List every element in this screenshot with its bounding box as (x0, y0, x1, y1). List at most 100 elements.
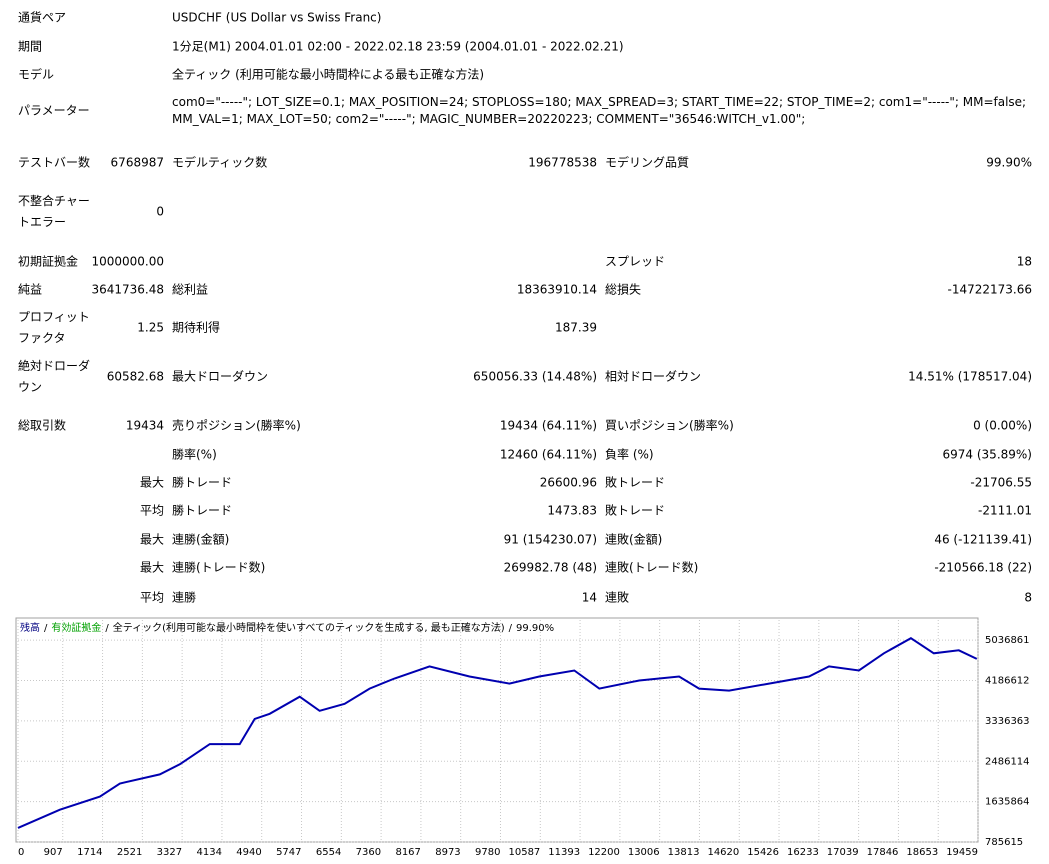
header-part: 残高 (20, 621, 40, 634)
report-value: 0 (156, 204, 164, 219)
report-label: 勝率(%) (172, 447, 217, 462)
report-value: 196778538 (528, 155, 597, 170)
report-label: モデル (18, 67, 55, 82)
report-value: 19434 (64.11%) (499, 418, 597, 433)
report-value: 1000000.00 (91, 254, 164, 269)
report-label: モデリング品質 (605, 155, 690, 170)
report-value: 最大 (139, 532, 164, 547)
x-tick-label: 5747 (276, 847, 301, 858)
report-value: 最大 (139, 560, 164, 575)
y-tick-label: 1635864 (985, 797, 1030, 808)
report-label: 1分足(M1) 2004.01.01 02:00 - 2022.02.18 23… (172, 39, 624, 54)
report-label: 総損失 (605, 282, 642, 297)
report-label: プロフィットファクタ (18, 310, 90, 345)
x-tick-label: 4134 (196, 847, 221, 858)
report-value: 14.51% (178517.04) (908, 369, 1032, 384)
report-label: USDCHF (US Dollar vs Swiss Franc) (172, 10, 382, 25)
report-value: 26600.96 (539, 475, 597, 490)
report-value: 1473.83 (547, 503, 597, 518)
report-value: -210566.18 (22) (934, 560, 1032, 575)
report-value: -2111.01 (978, 503, 1032, 518)
report-label: 連勝 (172, 590, 197, 605)
report-value: 最大 (139, 475, 164, 490)
balance-line (17, 637, 978, 829)
report-value: -14722173.66 (947, 282, 1033, 297)
report-label: 全ティック (利用可能な最小時間枠による最も正確な方法) (172, 67, 485, 82)
report-label: 初期証拠金 (18, 254, 79, 269)
report-label: 売りポジション(勝率%) (172, 418, 301, 433)
report-value: 650056.33 (14.48%) (473, 369, 597, 384)
x-tick-label: 17039 (827, 847, 859, 858)
header-part: 99.90% (516, 623, 554, 634)
header-part: / (509, 623, 513, 634)
report-value: 46 (-121139.41) (934, 532, 1032, 547)
report-label: 買いポジション(勝率%) (605, 418, 734, 433)
report-label: 期待利得 (172, 320, 221, 335)
report-label: 敗トレード (605, 475, 666, 490)
report-label: 絶対ドローダウン (18, 359, 91, 394)
header-part: 有効証拠金 (51, 621, 101, 634)
x-tick-label: 1714 (77, 847, 102, 858)
x-tick-label: 13006 (628, 847, 660, 858)
report-value: 1.25 (137, 320, 164, 335)
report-label: 敗トレード (605, 503, 666, 518)
x-tick-label: 9780 (475, 847, 500, 858)
y-tick-label: 3336363 (985, 716, 1030, 727)
x-tick-label: 8973 (435, 847, 460, 858)
report-label: パラメーター (18, 103, 90, 118)
header-part: / (105, 623, 109, 634)
x-tick-label: 13813 (668, 847, 700, 858)
x-tick-label: 14620 (707, 847, 739, 858)
report-value: 12460 (64.11%) (499, 447, 597, 462)
x-tick-label: 16233 (787, 847, 819, 858)
report-label: 勝トレード (172, 475, 233, 490)
x-tick-label: 8167 (395, 847, 420, 858)
y-tick-label: 4186612 (985, 676, 1030, 687)
report-label: モデルティック数 (172, 155, 268, 170)
report-label: 総取引数 (18, 418, 67, 433)
x-tick-label: 907 (44, 847, 63, 858)
report-label: 最大ドローダウン (172, 369, 269, 384)
x-tick-label: 2521 (117, 847, 142, 858)
report-value: 14 (581, 590, 597, 605)
report-label: 連勝(トレード数) (172, 560, 266, 575)
report-value: -21706.55 (970, 475, 1032, 490)
x-tick-label: 7360 (356, 847, 381, 858)
report-value: 99.90% (986, 155, 1032, 170)
report-value: 18 (1016, 254, 1032, 269)
report-label: 連敗(トレード数) (605, 560, 699, 575)
x-tick-label: 4940 (236, 847, 261, 858)
report-value: 269982.78 (48) (503, 560, 597, 575)
report-label: 相対ドローダウン (605, 369, 702, 384)
header-part: / (44, 623, 48, 634)
x-tick-label: 10587 (508, 847, 540, 858)
report-value: 8 (1024, 590, 1032, 605)
x-tick-label: 15426 (747, 847, 779, 858)
report-label: 総利益 (172, 282, 209, 297)
report-label: 不整合チャートエラー (18, 194, 90, 229)
x-tick-label: 12200 (588, 847, 620, 858)
x-tick-label: 0 (18, 847, 24, 858)
report-label: スプレッド (605, 254, 666, 269)
report-value: 平均 (139, 590, 164, 605)
report-value: 6768987 (110, 155, 164, 170)
report-value: 19434 (125, 418, 164, 433)
x-tick-label: 19459 (946, 847, 978, 858)
x-tick-label: 11393 (548, 847, 580, 858)
report-value: 3641736.48 (91, 282, 164, 297)
y-tick-label: 2486114 (985, 756, 1030, 767)
report-label: com0="-----"; LOT_SIZE=0.1; MAX_POSITION… (172, 95, 1027, 126)
report-label: 勝トレード (172, 503, 233, 518)
report-value: 18363910.14 (516, 282, 597, 297)
report-value: 60582.68 (106, 369, 164, 384)
y-tick-label: 5036861 (985, 635, 1030, 646)
report-value: 平均 (139, 503, 164, 518)
report-label: 純益 (18, 282, 43, 297)
report-label: 連勝(金額) (172, 532, 230, 547)
report-label: 期間 (18, 39, 43, 54)
report-label: 通貨ペア (18, 10, 67, 25)
report-label: テストバー数 (18, 155, 91, 170)
x-tick-label: 17846 (867, 847, 899, 858)
